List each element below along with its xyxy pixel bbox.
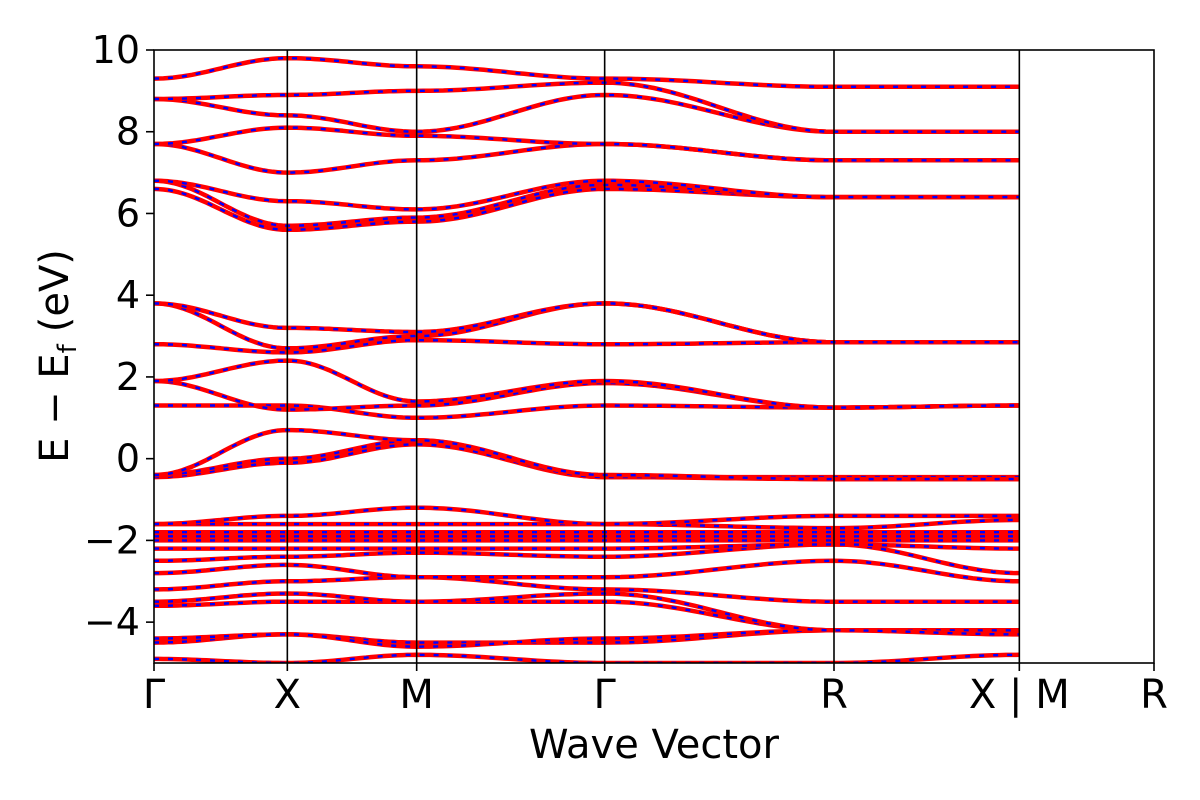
y-axis-title: E − Ef (eV) — [32, 249, 83, 463]
band-line-15 — [154, 438, 1020, 480]
y-axis-title-sub: f — [53, 343, 83, 353]
band-line-0 — [154, 652, 1020, 663]
y-axis-ticks: −4 −2 0 2 4 6 8 10 — [84, 28, 154, 644]
y-tick-label-5: 6 — [116, 191, 140, 235]
band-lines — [154, 55, 1020, 663]
band-line-22 — [154, 301, 1020, 345]
y-tick-label-0: −4 — [84, 600, 140, 644]
band-line-8 — [154, 542, 1020, 551]
y-tick-label-2: 0 — [116, 437, 140, 481]
band-overlay-23 — [154, 187, 1020, 231]
y-axis-title-main: E − E — [32, 353, 78, 463]
x-tick-label-3: Γ — [594, 672, 617, 718]
band-line-12 — [154, 517, 1020, 531]
band-overlay-16 — [154, 428, 1020, 481]
x-tick-label-4: R — [820, 672, 848, 718]
y-tick-label-6: 8 — [116, 110, 140, 154]
band-overlay-24 — [154, 179, 1020, 227]
x-tick-label-1: X — [274, 672, 301, 718]
y-tick-label-1: −2 — [84, 518, 140, 562]
band-overlay-22 — [154, 302, 1020, 344]
y-tick-label-7: 10 — [92, 28, 140, 72]
band-overlay-27 — [154, 126, 1020, 162]
band-overlay-29 — [154, 81, 1020, 133]
band-overlay-3 — [154, 600, 1020, 632]
band-overlay-30 — [154, 57, 1020, 88]
x-axis-labels: Γ X M Γ R X | M R — [143, 663, 1168, 718]
x-tick-label-2: M — [399, 672, 434, 718]
band-overlay-25 — [154, 179, 1020, 211]
band-line-29 — [154, 80, 1020, 134]
high-symmetry-lines — [286, 50, 1021, 663]
band-overlay-4 — [154, 592, 1020, 636]
band-line-13 — [154, 505, 1020, 527]
y-axis-title-unit: (eV) — [32, 249, 78, 332]
band-line-3 — [154, 599, 1020, 633]
band-overlay-28 — [154, 93, 1020, 133]
x-tick-label-0: Γ — [143, 672, 166, 718]
x-tick-label-6: R — [1140, 672, 1168, 718]
plot-frame — [153, 49, 1155, 664]
band-line-5 — [154, 574, 1020, 604]
band-line-6 — [154, 558, 1020, 584]
y-tick-label-4: 4 — [116, 273, 140, 317]
band-line-16 — [154, 427, 1020, 482]
y-tick-label-3: 2 — [116, 355, 140, 399]
x-tick-label-5: X | M — [969, 672, 1070, 718]
x-axis-title: Wave Vector — [529, 722, 780, 768]
band-overlay-19 — [154, 359, 1020, 409]
